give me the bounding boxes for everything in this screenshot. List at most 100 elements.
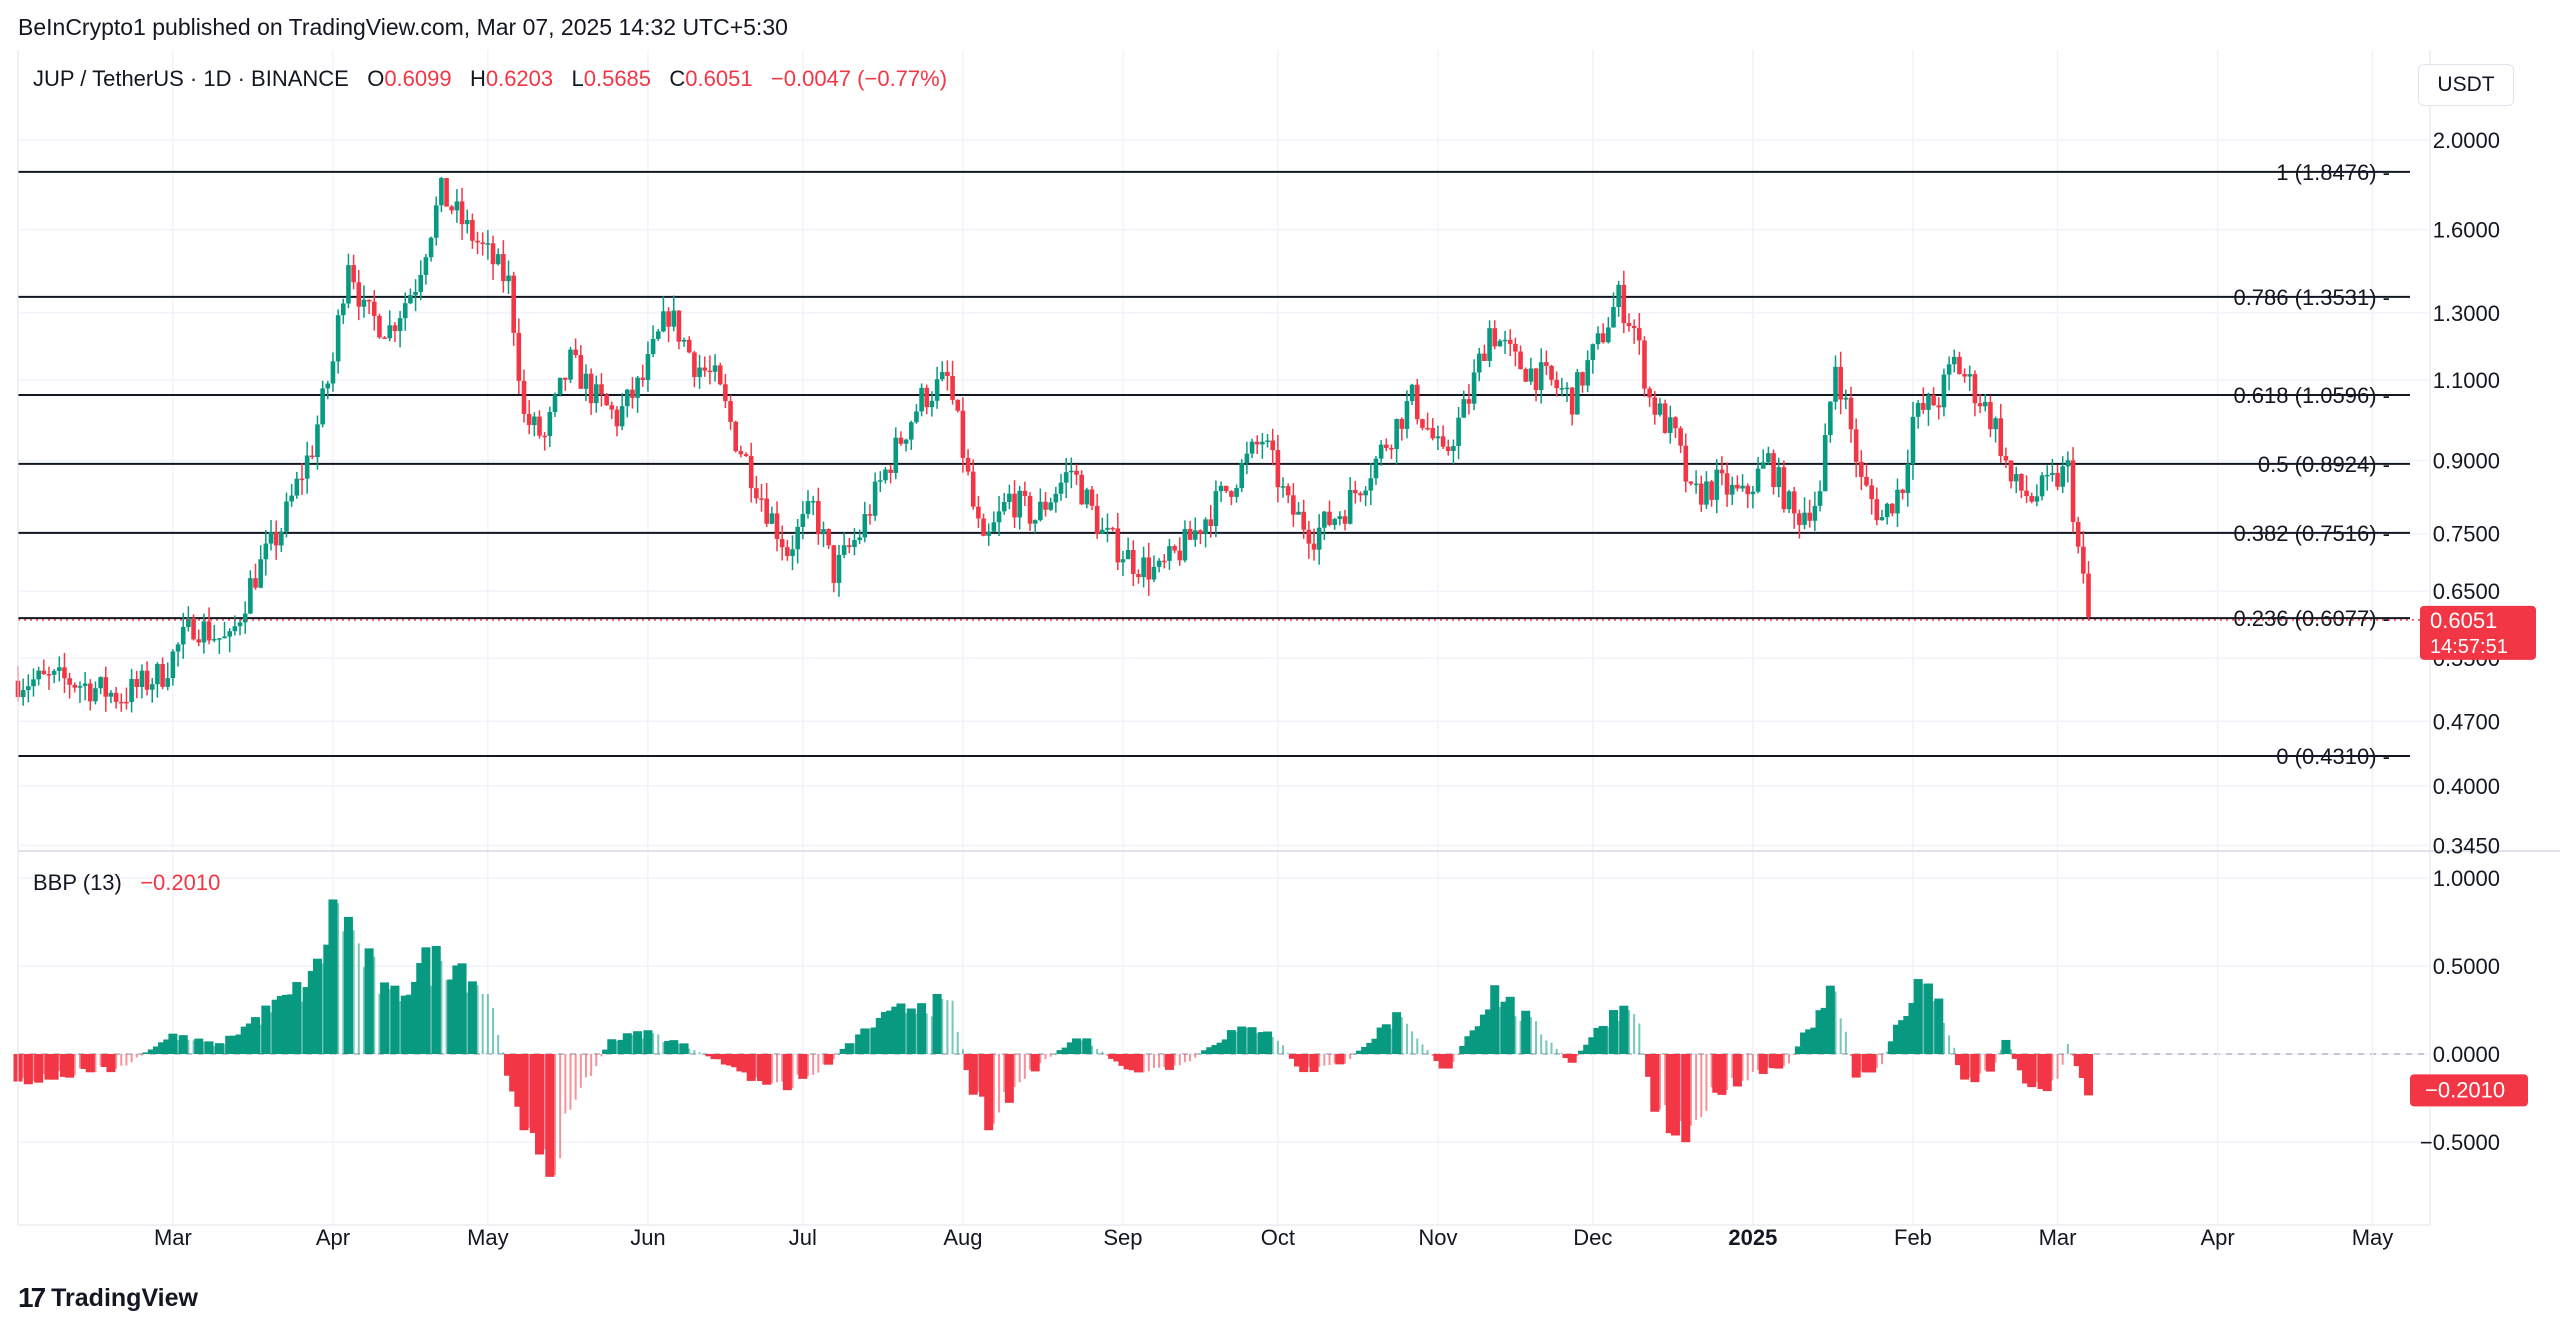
candle-body — [908, 422, 914, 440]
candle-body — [976, 506, 981, 519]
close-label: C — [669, 66, 686, 91]
candle-body — [428, 237, 434, 258]
bbp-bar — [998, 1054, 1001, 1113]
last-price-badge-value: 0.6051 — [2430, 608, 2497, 633]
candle-body — [1631, 326, 1637, 329]
candle-body — [284, 501, 289, 532]
candle-body — [1394, 419, 1399, 449]
indicator-name[interactable]: BBP (13) — [33, 870, 122, 895]
candle-body — [805, 501, 811, 515]
bbp-bar — [1013, 1054, 1016, 1088]
bbp-bar — [49, 1054, 59, 1080]
bbp-bar — [1411, 1031, 1414, 1054]
candle-body — [1223, 485, 1229, 492]
bbp-bar — [466, 992, 469, 1054]
candle-body — [2008, 460, 2014, 482]
bbp-bar — [543, 1054, 546, 1150]
candle-body — [1879, 517, 1885, 521]
candle-body — [2065, 460, 2071, 467]
candle-body — [2034, 496, 2040, 502]
bbp-bar — [615, 1040, 618, 1054]
bbp-bar — [1479, 1014, 1489, 1054]
candle-body — [1141, 557, 1146, 578]
candle-body — [666, 311, 671, 327]
bbp-bar — [1211, 1045, 1221, 1054]
bbp-bar — [664, 1041, 674, 1054]
candle-body — [1977, 403, 1983, 407]
tradingview-brand[interactable]: 17 TradingView — [18, 1282, 198, 1314]
bbp-bar — [1844, 1031, 1847, 1054]
bbp-bar — [497, 1034, 500, 1054]
candle-body — [950, 376, 955, 400]
bbp-bar — [1256, 1033, 1259, 1054]
candle-body — [439, 178, 444, 206]
candle-body — [1285, 486, 1291, 496]
candle-body — [1466, 399, 1472, 404]
candle-body — [1575, 372, 1580, 415]
time-tick-label: Jul — [789, 1225, 817, 1250]
bbp-bar — [1147, 1054, 1150, 1072]
bbp-bar — [855, 1034, 865, 1054]
candle-body — [754, 488, 759, 499]
bbp-bar — [1443, 1054, 1453, 1069]
candle-body — [1920, 403, 1926, 410]
candle-body — [1719, 469, 1725, 474]
candle-body — [1698, 483, 1704, 505]
candle-body — [387, 325, 393, 339]
candle-body — [408, 295, 413, 304]
candle-body — [1203, 519, 1208, 534]
candle-body — [1254, 441, 1260, 445]
bbp-bar — [1908, 1002, 1918, 1054]
bbp-bar — [860, 1028, 870, 1054]
candle-body — [769, 513, 775, 524]
bbp-bar — [1263, 1031, 1273, 1054]
bbp-bar — [1679, 1054, 1682, 1122]
price-tick-label: 1.6000 — [2433, 218, 2500, 243]
bbp-bar — [1867, 1054, 1877, 1073]
candle-body — [433, 205, 439, 238]
bbp-bar — [2056, 1054, 2059, 1079]
candle-body — [1936, 405, 1942, 408]
high-value: 0.6203 — [485, 66, 554, 91]
candle-body — [717, 365, 723, 385]
bbp-bar — [1216, 1042, 1226, 1054]
bbp-bar — [1710, 1054, 1713, 1088]
bbp-bar — [1767, 1054, 1770, 1068]
bbp-bar — [1189, 1054, 1192, 1062]
candle-body — [289, 495, 294, 502]
bbp-bar — [431, 945, 441, 1054]
candle-body — [258, 559, 263, 588]
candle-body — [1538, 362, 1544, 391]
candle-body — [495, 254, 501, 265]
bbp-bar — [1970, 1054, 1980, 1083]
bbp-bar — [1090, 1045, 1093, 1054]
bbp-bar — [1839, 1018, 1842, 1054]
bbp-bar — [1598, 1025, 1608, 1054]
candle-body — [1533, 368, 1539, 391]
bbp-bar — [1029, 1054, 1032, 1070]
candle-body — [1177, 550, 1183, 561]
candle-body — [1807, 512, 1812, 521]
bbp-bar — [535, 1054, 545, 1155]
bbp-bar — [1800, 1032, 1810, 1054]
bbp-bar — [824, 1054, 834, 1065]
candle-body — [139, 670, 145, 687]
bbp-bar — [1886, 1051, 1889, 1054]
symbol-name[interactable]: JUP / TetherUS · 1D · BINANCE — [33, 66, 349, 91]
candle-body — [464, 220, 470, 225]
bbp-bar — [1887, 1041, 1897, 1054]
candle-body — [1373, 458, 1379, 479]
bbp-bar — [1318, 1054, 1321, 1067]
candle-body — [1425, 427, 1430, 430]
currency-button[interactable]: USDT — [2418, 64, 2514, 106]
bbp-bar — [1101, 1051, 1104, 1054]
candle-body — [1311, 543, 1317, 550]
candle-body — [2060, 466, 2066, 487]
candle-body — [1662, 403, 1668, 433]
candle-body — [1363, 490, 1368, 496]
bbp-bar — [688, 1048, 691, 1054]
candle-body — [129, 678, 134, 703]
candle-body — [1399, 419, 1405, 429]
bbp-bar — [2022, 1054, 2032, 1084]
